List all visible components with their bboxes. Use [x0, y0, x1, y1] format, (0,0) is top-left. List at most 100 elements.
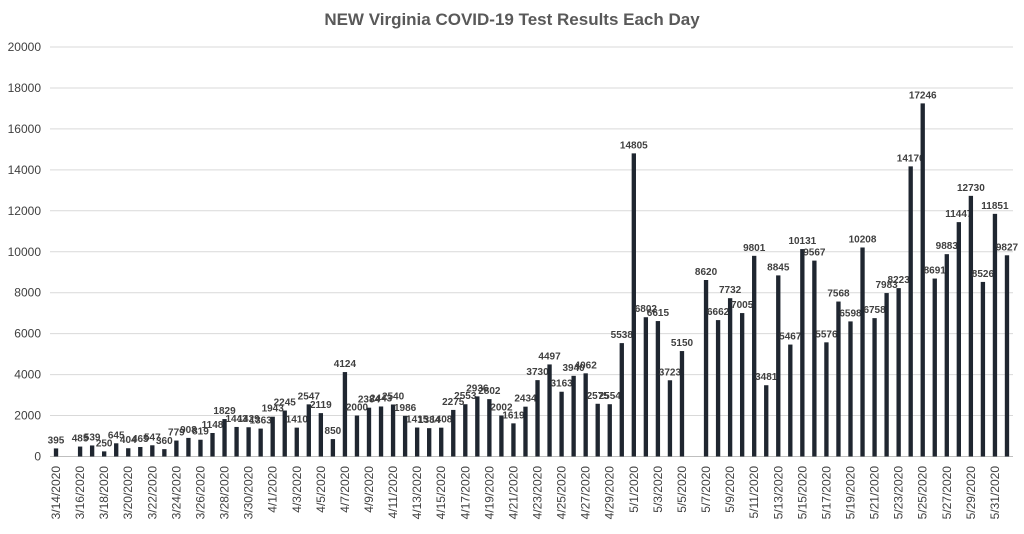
bar — [186, 437, 191, 457]
bar — [282, 410, 287, 457]
y-tick-label: 8000 — [14, 286, 41, 300]
x-tick-label: 5/13/2020 — [771, 466, 785, 520]
x-tick-label: 4/21/2020 — [506, 466, 520, 520]
data-label: 908 — [180, 425, 197, 436]
data-label: 2802 — [478, 386, 501, 397]
data-label: 2554 — [599, 391, 622, 402]
x-tick-label: 5/29/2020 — [964, 466, 978, 520]
x-tick-label: 3/14/2020 — [49, 466, 63, 520]
data-label: 2002 — [490, 403, 513, 414]
data-label: 1384 — [418, 415, 441, 426]
data-label: 2547 — [298, 391, 321, 402]
bar — [944, 254, 949, 457]
x-tick-label: 5/19/2020 — [843, 466, 857, 520]
x-tick-label: 5/21/2020 — [868, 466, 882, 520]
data-label: 250 — [96, 438, 113, 449]
data-label: 1429 — [237, 414, 260, 425]
data-label: 4124 — [334, 359, 357, 370]
data-label: 2434 — [514, 394, 537, 405]
bar — [739, 313, 745, 457]
x-tick-label: 4/17/2020 — [458, 466, 472, 520]
x-tick-label: 5/9/2020 — [723, 466, 737, 513]
data-label: 2245 — [274, 398, 297, 409]
data-label: 1363 — [250, 416, 273, 427]
data-label: 2000 — [346, 403, 369, 414]
bar — [475, 396, 480, 457]
x-tick-label: 4/1/2020 — [266, 466, 280, 513]
x-tick-label: 5/25/2020 — [916, 466, 930, 520]
x-tick-label: 5/31/2020 — [988, 466, 1002, 520]
bar — [631, 153, 636, 457]
data-label: 7568 — [827, 289, 850, 300]
data-label: 8691 — [924, 266, 947, 277]
bar — [667, 380, 673, 457]
y-tick-label: 6000 — [14, 327, 41, 341]
data-label: 3163 — [550, 379, 573, 390]
x-tick-label: 4/29/2020 — [603, 466, 617, 520]
data-label: 6598 — [839, 308, 862, 319]
x-tick-label: 4/5/2020 — [314, 466, 328, 513]
bar — [992, 213, 998, 457]
bar — [655, 321, 661, 457]
data-label: 11447 — [945, 209, 973, 220]
data-label: 1408 — [430, 415, 453, 426]
data-label: 539 — [84, 432, 101, 443]
bar — [764, 385, 769, 457]
bar — [836, 301, 841, 457]
x-tick-label: 4/27/2020 — [579, 466, 593, 520]
bar — [679, 351, 685, 457]
data-label: 9827 — [996, 242, 1019, 253]
data-label: 2275 — [442, 397, 465, 408]
bar — [138, 446, 143, 457]
bar — [752, 255, 757, 457]
y-tick-label: 16000 — [8, 122, 42, 136]
x-tick-label: 4/3/2020 — [290, 466, 304, 513]
bar — [872, 318, 877, 457]
bar — [643, 317, 649, 457]
data-label: 9801 — [743, 243, 766, 254]
bar — [378, 406, 384, 457]
data-label: 2443 — [370, 393, 393, 404]
bar — [414, 427, 420, 457]
bar — [222, 419, 227, 457]
bar — [246, 427, 251, 457]
bar — [330, 439, 336, 457]
bar — [463, 404, 468, 457]
x-tick-label: 4/19/2020 — [482, 466, 496, 520]
y-tick-label: 4000 — [14, 368, 41, 382]
data-label: 2384 — [358, 395, 381, 406]
bar — [499, 415, 504, 457]
chart-title: NEW Virginia COVID-19 Test Results Each … — [324, 10, 700, 29]
data-label: 7983 — [875, 280, 898, 291]
y-tick-label: 20000 — [8, 40, 42, 54]
bar — [198, 439, 203, 457]
bar — [270, 416, 275, 457]
data-label: 2540 — [382, 391, 405, 402]
data-label: 547 — [144, 432, 161, 443]
bar — [439, 427, 444, 457]
bar — [559, 391, 564, 457]
bar — [619, 343, 624, 457]
data-label: 1619 — [502, 410, 525, 421]
data-label: 9883 — [936, 241, 959, 252]
x-tick-label: 5/23/2020 — [892, 466, 906, 520]
bar — [932, 278, 937, 457]
data-label: 17246 — [909, 90, 937, 101]
bar — [703, 280, 709, 457]
data-label: 2553 — [454, 391, 477, 402]
bar — [812, 260, 817, 457]
bar — [342, 372, 348, 457]
bar — [306, 404, 311, 457]
bar — [908, 166, 913, 457]
data-label: 5150 — [671, 338, 694, 349]
data-label: 1443 — [225, 414, 248, 425]
bar — [788, 344, 793, 457]
data-label: 5467 — [779, 332, 802, 343]
data-label: 645 — [108, 430, 125, 441]
bar — [848, 321, 853, 457]
data-label: 10208 — [849, 234, 877, 245]
bar — [162, 449, 167, 457]
bar — [607, 404, 612, 457]
data-label: 3940 — [563, 363, 586, 374]
